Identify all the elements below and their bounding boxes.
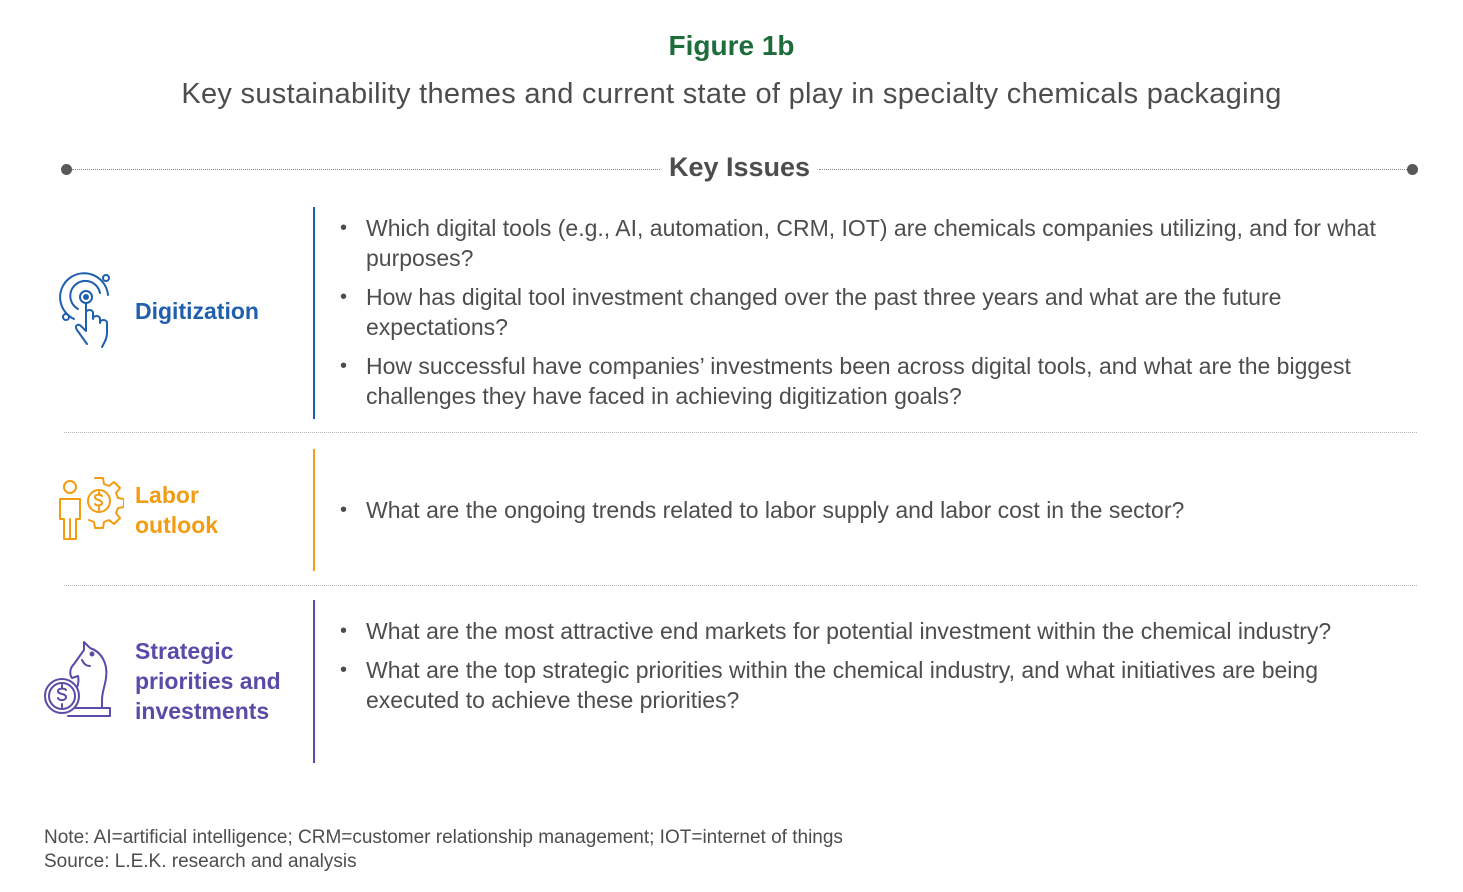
worker-dollar-gear-icon [52,473,125,550]
bullet-item: What are the ongoing trends related to l… [340,495,1390,525]
section-divider-strategic-priorities [313,600,315,763]
bullet-list-labor-outlook: What are the ongoing trends related to l… [340,495,1390,534]
chess-knight-dollar-icon [42,638,120,725]
key-issues-right-dot [1407,164,1418,175]
bullet-item: What are the most attractive end markets… [340,616,1390,646]
section-title-line: Strategic [135,638,234,664]
key-issues-right-line [819,169,1407,170]
key-issues-label: Key Issues [668,152,811,182]
section-title-line: Digitization [135,298,259,324]
section-title-line: Labor [135,482,199,508]
bullet-item: How successful have companies’ investmen… [340,351,1390,411]
section-title-digitization: Digitization [135,296,259,326]
section-strategic-priorities: Strategic priorities and investments Wha… [0,600,1463,763]
figure-label: Figure 1b [668,30,795,61]
touch-target-hand-icon [56,269,120,356]
bullet-list-strategic-priorities: What are the most attractive end markets… [340,616,1390,724]
footnote-note: Note: AI=artificial intelligence; CRM=cu… [44,827,843,848]
section-title-labor-outlook: Labor outlook [135,480,218,540]
section-separator [64,432,1417,433]
bullet-item: What are the top strategic priorities wi… [340,655,1390,715]
section-title-line: investments [135,698,270,724]
bullet-list-digitization: Which digital tools (e.g., AI, automatio… [340,213,1390,420]
bullet-item: Which digital tools (e.g., AI, automatio… [340,213,1390,273]
bullet-item: How has digital tool investment changed … [340,282,1390,342]
section-digitization: Digitization Which digital tools (e.g., … [0,207,1463,419]
section-title-line: outlook [135,512,219,538]
section-title-line: priorities and [135,668,281,694]
key-issues-left-line [72,169,660,170]
section-divider-digitization [313,207,315,419]
key-issues-left-dot [61,164,72,175]
section-divider-labor-outlook [313,449,315,571]
footnote-source: Source: L.E.K. research and analysis [44,851,357,872]
figure-title: Key sustainability themes and current st… [181,78,1282,110]
section-labor-outlook: Labor outlook What are the ongoing trend… [0,449,1463,571]
section-title-strategic-priorities: Strategic priorities and investments [135,636,281,726]
section-separator [64,585,1417,586]
